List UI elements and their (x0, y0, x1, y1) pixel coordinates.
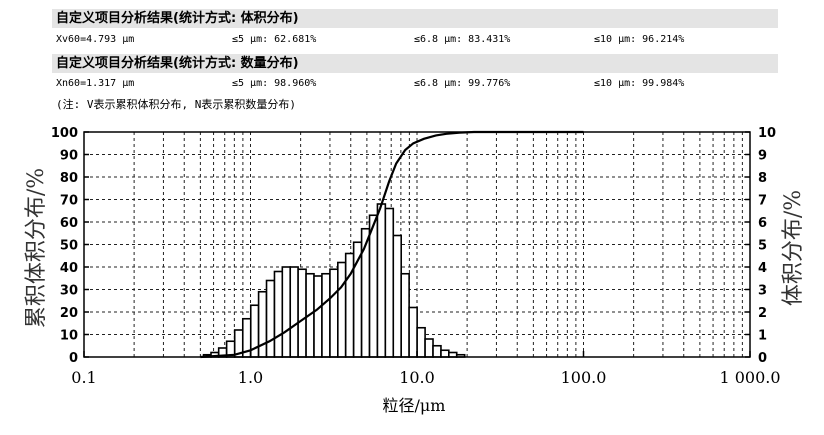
number-x60-stat: Xn60=1.317 μm (56, 78, 135, 89)
number-result-heading: 自定义项目分析结果(统计方式: 数量分布) (56, 56, 299, 71)
volume-le5-stat: ≤5 μm: 62.681% (232, 34, 317, 45)
left-axis-label: 累积体积分布/% (24, 168, 49, 328)
left-tick-label: 50 (60, 239, 78, 254)
right-tick-label: 2 (758, 306, 767, 321)
number-le5-stat: ≤5 μm: 98.960% (232, 78, 317, 89)
volume-bar (424, 338, 434, 358)
volume-bar (297, 268, 307, 358)
right-tick-label: 6 (758, 216, 767, 231)
volume-bar (329, 268, 339, 358)
volume-result-heading: 自定义项目分析结果(统计方式: 体积分布) (56, 11, 299, 26)
x-tick-label: 1.0 (238, 368, 263, 387)
volume-bar (392, 234, 403, 358)
right-tick-label: 7 (758, 194, 767, 209)
volume-bar (257, 290, 268, 358)
left-tick-label: 60 (60, 216, 78, 231)
left-tick-label: 20 (60, 306, 78, 321)
volume-heading-band (52, 9, 778, 28)
x-tick-label: 10.0 (399, 368, 435, 387)
volume-bar (265, 279, 276, 358)
x-axis-label: 粒径/μm (383, 396, 446, 415)
volume-bar (360, 227, 371, 358)
x-tick-label: 0.1 (71, 368, 96, 387)
volume-le6_8-stat: ≤6.8 μm: 83.431% (414, 34, 511, 45)
right-axis-label: 体积分布/% (781, 190, 806, 306)
volume-bar (313, 275, 323, 358)
left-tick-label: 30 (60, 284, 78, 299)
x-tick-label: 100.0 (561, 368, 607, 387)
volume-distribution-bars (202, 203, 466, 358)
volume-bar (432, 344, 442, 358)
left-tick-label: 70 (60, 194, 78, 209)
right-tick-label: 10 (758, 126, 776, 141)
volume-bar (416, 326, 426, 358)
right-tick-label: 9 (758, 149, 767, 164)
right-tick-label: 8 (758, 171, 767, 186)
number-le10-stat: ≤10 μm: 99.984% (594, 78, 685, 89)
volume-bar (368, 214, 379, 358)
right-tick-label: 3 (758, 284, 767, 299)
volume-bar (408, 306, 418, 358)
volume-bar (376, 203, 387, 358)
volume-bar (281, 266, 292, 358)
volume-bar (273, 270, 284, 358)
left-tick-label: 40 (60, 261, 78, 276)
x-tick-label: 1 000.0 (719, 368, 780, 387)
left-tick-label: 80 (60, 171, 78, 186)
left-tick-label: 90 (60, 149, 78, 164)
number-le6_8-stat: ≤6.8 μm: 99.776% (414, 78, 511, 89)
volume-bar (400, 272, 410, 358)
volume-x60-stat: Xv60=4.793 μm (56, 34, 135, 45)
volume-bar (384, 207, 395, 358)
axis-ticks: 0 10 20 30 40 50 60 70 80 90 100 0 1 2 3 4 5 6 7 8 9 10 0.1 1.0… (51, 126, 781, 387)
volume-bar (289, 266, 299, 358)
left-tick-label: 10 (60, 329, 78, 344)
volume-bar (440, 349, 450, 358)
volume-le10-stat: ≤10 μm: 96.214% (594, 34, 685, 45)
right-tick-label: 1 (758, 329, 767, 344)
volume-bar (337, 261, 347, 358)
left-tick-label: 0 (69, 351, 78, 366)
number-heading-band (52, 54, 778, 73)
left-tick-label: 100 (51, 126, 78, 141)
right-tick-label: 0 (758, 351, 767, 366)
volume-bar (321, 272, 331, 358)
legend-note: (注: V表示累积体积分布, N表示累积数量分布) (56, 98, 296, 111)
right-tick-label: 5 (758, 239, 767, 254)
right-tick-label: 4 (758, 261, 767, 276)
